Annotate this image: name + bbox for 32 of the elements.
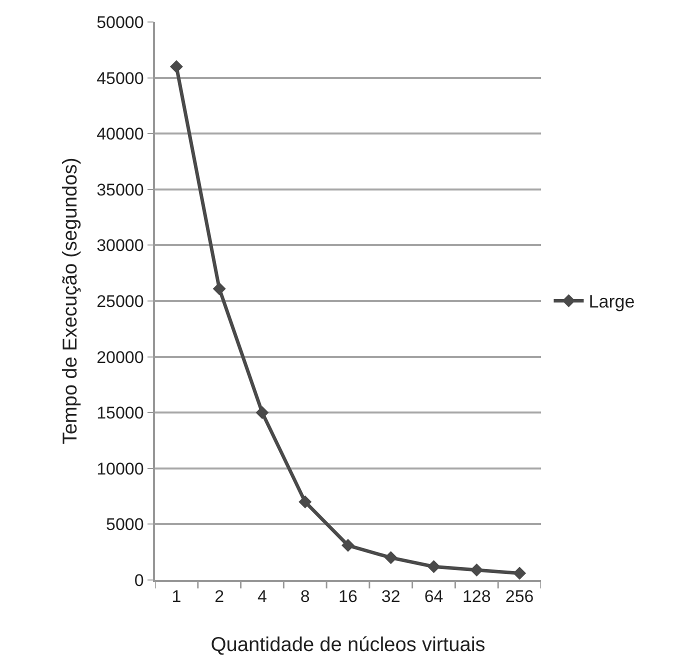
x-tick-label: 256 — [505, 587, 534, 606]
point — [513, 566, 526, 580]
x-tick-label: 64 — [424, 587, 444, 606]
y-tick-label: 20000 — [96, 348, 144, 367]
legend-label: Large — [588, 292, 635, 312]
x-tick-label: 8 — [300, 587, 310, 606]
y-axis-title: Tempo de Execução (segundos) — [60, 158, 82, 444]
point — [212, 282, 226, 296]
y-tick-label: 10000 — [96, 459, 144, 478]
y-tick-label: 0 — [134, 570, 144, 590]
y-tick-label: 15000 — [96, 404, 144, 423]
y-tick-label: 25000 — [96, 292, 144, 311]
point — [470, 563, 484, 576]
point — [170, 60, 183, 74]
y-tick-label: 5000 — [106, 515, 144, 534]
point — [298, 495, 312, 508]
x-tick-label: 1 — [172, 587, 182, 606]
y-tick-label: 40000 — [96, 124, 144, 144]
y-tick-label: 35000 — [96, 180, 144, 200]
point — [256, 406, 269, 420]
x-axis-title: Quantidade de núcleos virtuais — [210, 634, 486, 656]
x-tick-label: 2 — [214, 587, 224, 606]
x-tick-label: 32 — [381, 587, 400, 606]
x-tick-label: 128 — [462, 587, 491, 606]
y-tick-label: 30000 — [96, 236, 144, 256]
point — [427, 560, 440, 574]
y-tick-label: 50000 — [96, 12, 144, 32]
y-tick-label: 45000 — [96, 68, 144, 88]
x-tick-label: 4 — [257, 587, 267, 606]
point — [384, 551, 398, 564]
point — [342, 538, 354, 552]
x-tick-label: 16 — [338, 587, 358, 606]
